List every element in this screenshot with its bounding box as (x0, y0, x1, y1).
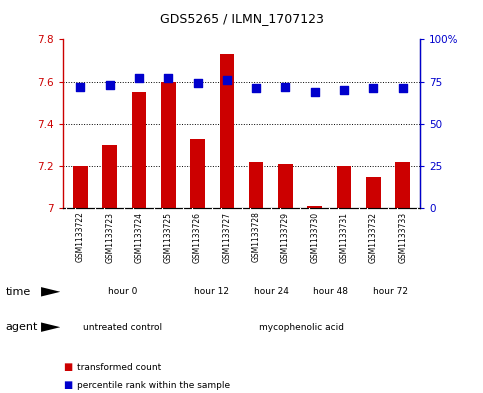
Text: hour 72: hour 72 (373, 287, 408, 296)
Point (164, 75, 172, 81)
Text: untreated control: untreated control (83, 323, 162, 332)
Point (76, 83, 84, 90)
Text: time: time (6, 287, 31, 297)
Bar (190, 139, 205, 208)
Text: hour 12: hour 12 (194, 287, 229, 296)
Text: GSM1133730: GSM1133730 (310, 211, 319, 263)
Point (135, 75, 143, 81)
Bar (161, 82, 176, 208)
Point (399, 85, 407, 92)
Bar (307, 206, 322, 208)
Bar (220, 54, 234, 208)
Polygon shape (41, 287, 60, 296)
Point (369, 85, 377, 92)
Bar (337, 166, 351, 208)
Text: GSM1133722: GSM1133722 (76, 211, 85, 263)
Point (223, 77, 231, 83)
Bar (278, 164, 293, 208)
Point (340, 87, 348, 93)
Text: GDS5265 / ILMN_1707123: GDS5265 / ILMN_1707123 (159, 12, 324, 25)
Point (252, 85, 260, 92)
Text: GSM1133729: GSM1133729 (281, 211, 290, 263)
Bar (395, 162, 410, 208)
Bar (132, 92, 146, 208)
Text: GSM1133728: GSM1133728 (252, 211, 261, 263)
Bar (249, 162, 263, 208)
Text: ■: ■ (63, 362, 72, 373)
Text: ■: ■ (63, 380, 72, 390)
Text: transformed count: transformed count (77, 363, 161, 372)
Text: hour 24: hour 24 (254, 287, 289, 296)
Bar (102, 145, 117, 208)
Point (106, 82, 114, 88)
Text: percentile rank within the sample: percentile rank within the sample (77, 381, 230, 389)
Point (194, 80, 201, 86)
Text: agent: agent (6, 322, 38, 332)
Text: hour 48: hour 48 (313, 287, 348, 296)
Text: GSM1133723: GSM1133723 (105, 211, 114, 263)
Text: GSM1133732: GSM1133732 (369, 211, 378, 263)
Text: GSM1133726: GSM1133726 (193, 211, 202, 263)
Text: GSM1133724: GSM1133724 (134, 211, 143, 263)
Bar (366, 176, 381, 208)
Polygon shape (41, 322, 60, 332)
Text: GSM1133733: GSM1133733 (398, 211, 407, 263)
Point (282, 83, 289, 90)
Text: GSM1133725: GSM1133725 (164, 211, 173, 263)
Point (311, 88, 319, 95)
Text: mycophenolic acid: mycophenolic acid (258, 323, 343, 332)
Text: GSM1133727: GSM1133727 (222, 211, 231, 263)
Text: hour 0: hour 0 (108, 287, 137, 296)
Text: GSM1133731: GSM1133731 (340, 211, 349, 263)
Bar (73, 166, 88, 208)
